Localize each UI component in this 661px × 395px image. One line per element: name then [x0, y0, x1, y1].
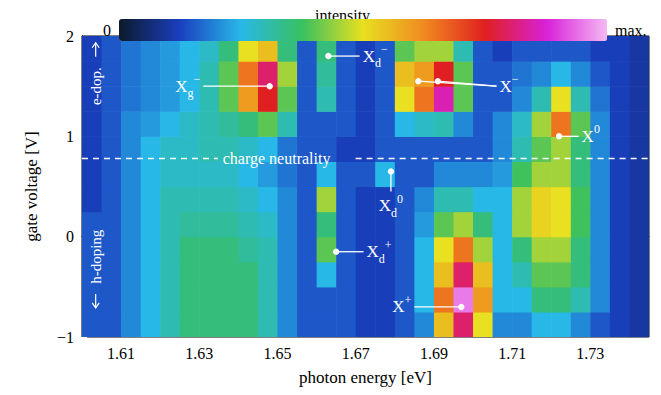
- svg-text:0: 0: [66, 228, 74, 245]
- svg-text:X: X: [499, 77, 511, 96]
- svg-text:1.61: 1.61: [107, 345, 135, 362]
- svg-text:X: X: [379, 196, 391, 215]
- svg-text:+: +: [385, 238, 392, 252]
- svg-text:0: 0: [103, 22, 111, 39]
- svg-text:1.71: 1.71: [498, 345, 526, 362]
- svg-text:0: 0: [397, 192, 403, 206]
- svg-text:d: d: [375, 56, 381, 70]
- svg-text:−: −: [512, 72, 519, 86]
- svg-text:2: 2: [66, 28, 74, 45]
- svg-text:+: +: [405, 293, 412, 307]
- svg-text:−: −: [381, 42, 388, 56]
- svg-text:X: X: [582, 127, 594, 146]
- svg-text:1.67: 1.67: [342, 345, 370, 362]
- svg-text:X: X: [367, 242, 379, 261]
- svg-text:1.69: 1.69: [420, 345, 448, 362]
- svg-text:X: X: [175, 77, 187, 96]
- svg-text:X: X: [363, 47, 375, 66]
- svg-text:intensity: intensity: [315, 6, 371, 24]
- svg-text:gate voltage [V]: gate voltage [V]: [22, 131, 41, 241]
- svg-text:max.: max.: [615, 22, 647, 39]
- svg-text:X: X: [392, 297, 404, 316]
- svg-text:1.65: 1.65: [264, 345, 292, 362]
- svg-text:d: d: [379, 252, 385, 266]
- svg-text:d: d: [391, 206, 397, 220]
- svg-text:1: 1: [66, 128, 74, 145]
- svg-text:1.63: 1.63: [185, 345, 213, 362]
- svg-text:0: 0: [594, 122, 600, 136]
- svg-text:e-dop.: e-dop.: [88, 67, 104, 105]
- svg-text:charge neutrality: charge neutrality: [223, 150, 331, 168]
- svg-text:−1: −1: [57, 329, 74, 346]
- svg-text:−: −: [193, 72, 200, 86]
- svg-text:h-doping: h-doping: [88, 229, 104, 284]
- svg-text:photon energy [eV]: photon energy [eV]: [299, 368, 432, 387]
- svg-text:g: g: [187, 86, 193, 100]
- svg-text:1.73: 1.73: [576, 345, 604, 362]
